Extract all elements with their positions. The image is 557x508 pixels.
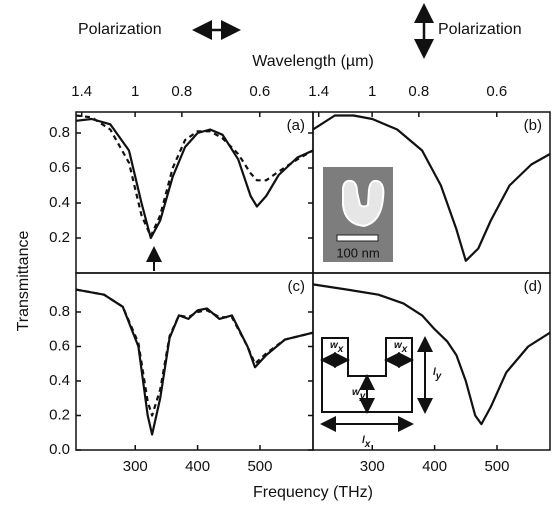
- x2-tick-label: 1.4: [308, 83, 329, 100]
- polarization-left: Polarization: [78, 21, 162, 38]
- x2-tick-label: 0.6: [486, 83, 507, 100]
- panel-label: (b): [524, 117, 542, 134]
- x2-tick-label: 1: [131, 83, 139, 100]
- figure: Polarization Polarization Wavelength (µm…: [0, 0, 557, 508]
- y-axis-label: Transmittance: [15, 231, 32, 332]
- sem-inset: 100 nm: [323, 167, 393, 262]
- y-tick-label: 0.4: [49, 372, 70, 389]
- y-tick-label: 0.8: [49, 303, 70, 320]
- x-tick-label: 500: [247, 458, 272, 475]
- y-tick-label: 0.2: [49, 406, 70, 423]
- x-tick-label: 300: [123, 458, 148, 475]
- panel-label: (d): [524, 278, 542, 295]
- dimension-subscript: x: [364, 439, 371, 450]
- x2-tick-label: 0.6: [249, 83, 270, 100]
- series-line: [76, 290, 313, 416]
- scale-bar-label: 100 nm: [336, 245, 379, 260]
- x-axis-label: Frequency (THz): [253, 484, 373, 501]
- x2-axis-label: Wavelength (µm): [252, 53, 374, 70]
- x2-tick-label: 1.4: [71, 83, 92, 100]
- dimension-subscript: x: [401, 344, 408, 355]
- series-line: [76, 119, 313, 238]
- panel-label: (c): [288, 278, 306, 295]
- panel-label: (a): [287, 117, 305, 134]
- y-tick-label: 0.6: [49, 337, 70, 354]
- x-tick-label: 400: [422, 458, 447, 475]
- dimension-subscript: y: [359, 391, 366, 402]
- x2-tick-label: 1: [368, 83, 376, 100]
- dimension-subscript: y: [435, 371, 442, 382]
- y-tick-label: 0.4: [49, 194, 70, 211]
- dimension-subscript: x: [337, 344, 344, 355]
- y-tick-label: 0.2: [49, 229, 70, 246]
- dimension-label: lx: [362, 435, 371, 450]
- x-tick-label: 400: [185, 458, 210, 475]
- x-tick-label: 500: [484, 458, 509, 475]
- y-tick-label: 0.0: [49, 441, 70, 458]
- series-line: [76, 290, 313, 435]
- polarization-right: Polarization: [438, 21, 522, 38]
- dimension-label: ly: [433, 367, 442, 382]
- y-tick-label: 0.8: [49, 124, 70, 141]
- x2-tick-label: 0.8: [171, 83, 192, 100]
- y-tick-label: 0.6: [49, 159, 70, 176]
- x-tick-label: 300: [360, 458, 385, 475]
- x2-tick-label: 0.8: [408, 83, 429, 100]
